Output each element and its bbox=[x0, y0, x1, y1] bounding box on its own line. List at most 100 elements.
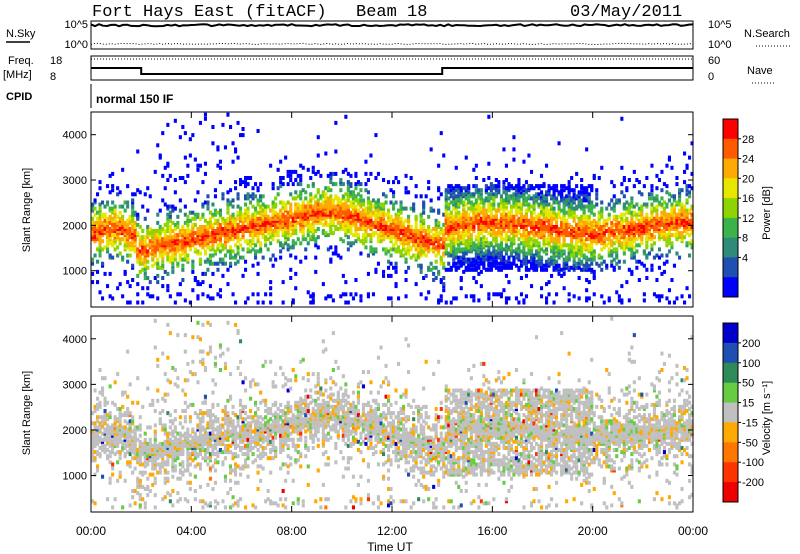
range-cell bbox=[168, 294, 172, 299]
range-cell bbox=[678, 202, 682, 207]
range-cell bbox=[213, 231, 217, 236]
range-cell bbox=[535, 231, 539, 236]
range-cell bbox=[339, 237, 343, 242]
range-cell bbox=[547, 222, 551, 227]
range-cell bbox=[359, 182, 363, 187]
range-cell bbox=[474, 214, 478, 219]
range-cell bbox=[121, 167, 125, 172]
range-cell bbox=[146, 276, 150, 280]
range-cell bbox=[627, 225, 631, 229]
range-cell bbox=[309, 204, 313, 209]
range-cell bbox=[211, 243, 215, 248]
range-cell bbox=[196, 249, 200, 254]
range-cell bbox=[560, 184, 564, 189]
range-cell bbox=[399, 225, 403, 229]
range-cell bbox=[351, 241, 355, 246]
range-cell bbox=[239, 206, 243, 211]
range-cell bbox=[221, 220, 225, 225]
range-cell bbox=[181, 225, 185, 229]
range-cell bbox=[361, 214, 365, 219]
range-cell bbox=[314, 194, 318, 199]
range-cell bbox=[349, 214, 353, 219]
range-cell bbox=[499, 241, 503, 246]
range-cell bbox=[442, 237, 446, 242]
range-cell bbox=[494, 259, 498, 264]
range-cell bbox=[138, 503, 142, 508]
range-cell bbox=[229, 220, 233, 225]
range-cell bbox=[565, 218, 569, 223]
range-cell bbox=[517, 178, 521, 182]
range-cell bbox=[116, 425, 120, 430]
range-cell bbox=[683, 169, 687, 174]
range-cell bbox=[146, 231, 150, 236]
range-cell bbox=[271, 212, 275, 217]
range-cell bbox=[101, 247, 105, 252]
range-cell bbox=[630, 204, 634, 209]
range-cell bbox=[575, 184, 579, 189]
range-cell bbox=[382, 235, 386, 240]
range-cell bbox=[524, 255, 528, 260]
range-cell bbox=[494, 208, 498, 213]
range-cell bbox=[231, 141, 235, 146]
range-cell bbox=[269, 286, 273, 291]
range-cell bbox=[567, 265, 571, 270]
range-cell bbox=[688, 155, 692, 160]
range-cell bbox=[512, 229, 516, 233]
range-cell bbox=[271, 204, 275, 209]
range-cell bbox=[494, 265, 498, 270]
range-cell bbox=[459, 235, 463, 240]
range-cell bbox=[469, 241, 473, 246]
range-cell bbox=[101, 423, 105, 428]
range-cell bbox=[537, 251, 541, 256]
range-cell bbox=[482, 243, 486, 248]
range-cell bbox=[301, 210, 305, 215]
range-cell bbox=[116, 220, 120, 225]
range-cell bbox=[600, 235, 604, 240]
range-cell bbox=[196, 241, 200, 246]
range-cell bbox=[131, 220, 135, 225]
range-cell bbox=[625, 222, 629, 227]
range-cell bbox=[387, 235, 391, 240]
range-cell bbox=[489, 186, 493, 191]
cpid-label: CPID bbox=[6, 91, 32, 103]
range-cell bbox=[186, 257, 190, 262]
range-cell bbox=[146, 249, 150, 254]
range-cell bbox=[617, 200, 621, 205]
range-cell bbox=[294, 225, 298, 229]
range-cell bbox=[637, 225, 641, 229]
range-cell bbox=[158, 208, 162, 213]
range-cell bbox=[424, 229, 428, 233]
range-cell bbox=[387, 273, 391, 278]
range-cell bbox=[657, 294, 661, 299]
range-cell bbox=[123, 208, 127, 213]
range-cell bbox=[672, 204, 676, 209]
range-cell bbox=[600, 267, 604, 272]
range-cell bbox=[479, 196, 483, 201]
range-cell bbox=[311, 165, 315, 170]
range-cell bbox=[289, 178, 293, 182]
range-cell bbox=[108, 214, 112, 219]
range-cell bbox=[276, 192, 280, 197]
range-cell bbox=[575, 194, 579, 199]
range-cell bbox=[542, 249, 546, 254]
range-cell bbox=[545, 247, 549, 252]
range-cell bbox=[382, 192, 386, 197]
range-cell bbox=[121, 446, 125, 450]
range-cell bbox=[196, 280, 200, 285]
range-cell bbox=[540, 218, 544, 223]
range-cell bbox=[103, 220, 107, 225]
range-cell bbox=[502, 214, 506, 219]
range-cell bbox=[630, 196, 634, 201]
range-cell bbox=[502, 202, 506, 207]
range-cell bbox=[489, 192, 493, 197]
range-cell bbox=[226, 210, 230, 215]
range-cell bbox=[595, 202, 599, 207]
range-cell bbox=[424, 273, 428, 278]
range-cell bbox=[334, 182, 338, 187]
range-cell bbox=[98, 390, 102, 395]
range-cell bbox=[101, 239, 105, 244]
range-cell bbox=[462, 259, 466, 264]
range-cell bbox=[602, 259, 606, 264]
range-cell bbox=[550, 214, 554, 219]
range-cell bbox=[632, 184, 636, 189]
